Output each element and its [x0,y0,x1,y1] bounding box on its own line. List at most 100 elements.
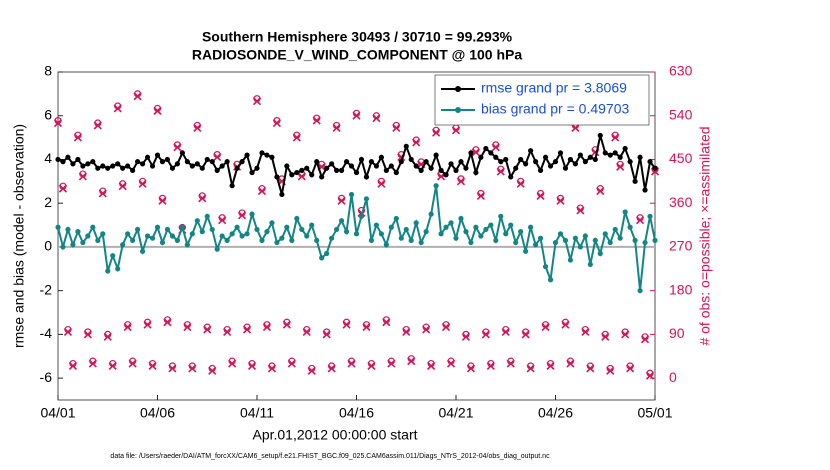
series-point [259,150,265,156]
series-point [343,229,350,235]
obs-assimilated [456,177,466,186]
obs-assimilated [645,371,655,380]
series-point [418,167,424,173]
obs-assimilated [123,323,132,332]
obs-assimilated [466,364,475,373]
obs-assimilated [596,186,605,196]
series-point [80,163,86,169]
series-point [184,242,190,248]
obs-assimilated [432,128,441,137]
series-point [463,229,469,235]
series-point [528,224,534,230]
series-point [443,172,449,178]
obs-assimilated [73,133,82,142]
series-point [572,161,579,167]
obs-assimilated [621,330,630,339]
obs-assimilated [347,359,356,368]
obs-assimilated [83,330,92,339]
series-point [179,224,185,230]
obs-assimilated [576,206,585,215]
obs-assimilated [257,186,267,196]
series-point [130,237,136,243]
series-point [567,156,574,163]
series-point [85,161,91,167]
series-point [547,277,554,283]
series-point [518,229,524,235]
series-point [294,215,300,222]
obs-assimilated [437,172,446,181]
series-point [149,235,156,241]
series-point [348,191,355,198]
series-point [567,257,574,263]
series-point [637,288,643,294]
obs-assimilated [441,323,451,332]
series-point [513,239,519,246]
obs-assimilated [486,361,495,371]
chart-subtitle: RADIOSONDE_V_WIND_COMPONENT @ 100 hPa [192,47,522,63]
obs-assimilated [422,325,431,334]
series-point [498,213,504,219]
series-point [115,161,121,167]
obs-assimilated [322,330,331,339]
y-axis-label: rmse and bias (model - observation) [11,124,27,348]
series-point [224,159,230,165]
series-point [627,224,633,230]
series-point [194,218,200,224]
obs-assimilated [53,118,63,128]
series-point [209,226,215,233]
series-point [523,161,529,167]
obs-assimilated [362,323,371,332]
obs-assimilated [481,330,490,339]
series-point [438,231,444,237]
series-point [577,152,583,158]
series-point [80,239,86,246]
series-point [343,159,350,165]
series-point [572,235,579,241]
series-point [498,159,504,165]
series-point [125,163,131,169]
obs-assimilated [193,123,202,132]
series-point [95,165,101,171]
y2-tick-label: 450 [669,150,693,166]
legend-marker [455,107,461,113]
obs-assimilated [113,104,122,113]
series-point [60,244,66,250]
series-point [622,209,628,215]
obs-assimilated [267,364,276,373]
series-point [324,250,330,257]
series-point [85,233,91,239]
footnote: data file: /Users/raeder/DAI/ATM_forcXX/… [110,453,550,460]
legend-label: bias grand pr = 0.49703 [481,101,629,117]
series-point [199,165,205,171]
obs-assimilated [387,359,396,368]
series-point [164,226,171,233]
series-point [329,161,335,167]
obs-assimilated [392,123,401,132]
obs-assimilated [148,361,157,371]
x-tick-label: 04/11 [240,405,274,421]
series-point [70,161,76,167]
series-point [413,163,419,169]
series-point [602,231,608,237]
series-point [428,165,434,171]
series-point [428,211,434,217]
obs-assimilated [98,189,107,198]
y2-tick-label: 630 [669,63,693,79]
series-point [110,163,116,169]
series-point [135,226,141,233]
series-point [463,165,469,171]
series-point [105,165,111,171]
series-point [249,169,255,176]
series-point [597,132,603,139]
obs-assimilated [183,323,192,332]
series-point [582,159,588,165]
obs-assimilated [501,327,510,337]
series-point [393,215,399,222]
series-point [408,156,414,163]
series-point [144,233,151,239]
y2-tick-label: 90 [669,325,685,341]
series-point [329,235,335,241]
series-point [383,242,389,248]
y2-tick-label: 180 [669,281,693,297]
series-point [100,231,106,237]
